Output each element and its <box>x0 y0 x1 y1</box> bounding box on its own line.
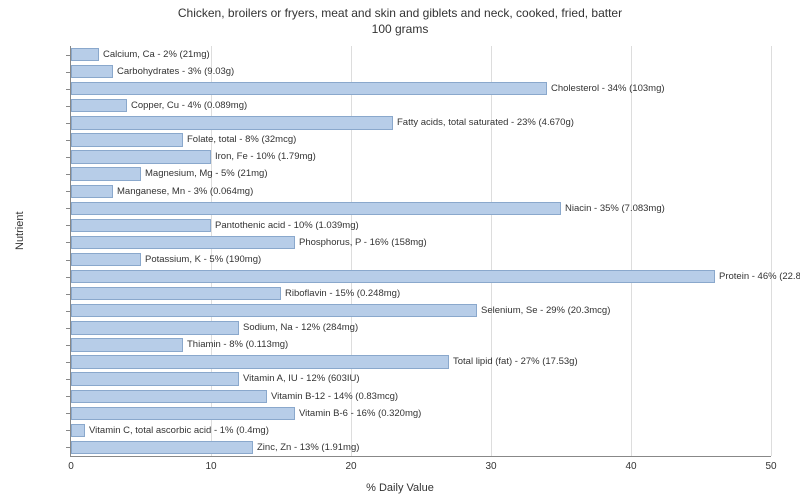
bar <box>71 236 295 249</box>
bar-label: Phosphorus, P - 16% (158mg) <box>295 236 427 249</box>
bar-label: Calcium, Ca - 2% (21mg) <box>99 48 210 61</box>
x-tick-label: 30 <box>485 461 496 472</box>
bar-label: Protein - 46% (22.84g) <box>715 270 800 283</box>
bar-row: Copper, Cu - 4% (0.089mg) <box>71 99 771 112</box>
bar <box>71 48 99 61</box>
bar-row: Cholesterol - 34% (103mg) <box>71 82 771 95</box>
bar-label: Vitamin C, total ascorbic acid - 1% (0.4… <box>85 424 269 437</box>
bar-row: Fatty acids, total saturated - 23% (4.67… <box>71 116 771 129</box>
bar-row: Selenium, Se - 29% (20.3mcg) <box>71 304 771 317</box>
x-tick-label: 40 <box>625 461 636 472</box>
bar <box>71 82 547 95</box>
bar-label: Copper, Cu - 4% (0.089mg) <box>127 99 247 112</box>
x-tick-label: 20 <box>345 461 356 472</box>
bar-label: Selenium, Se - 29% (20.3mcg) <box>477 304 610 317</box>
bar <box>71 407 295 420</box>
bar-row: Vitamin B-12 - 14% (0.83mcg) <box>71 390 771 403</box>
bar <box>71 167 141 180</box>
bar <box>71 270 715 283</box>
bar-row: Iron, Fe - 10% (1.79mg) <box>71 150 771 163</box>
bar-label: Magnesium, Mg - 5% (21mg) <box>141 167 267 180</box>
bar-row: Riboflavin - 15% (0.248mg) <box>71 287 771 300</box>
bar <box>71 99 127 112</box>
title-line-2: 100 grams <box>372 22 429 36</box>
bar <box>71 202 561 215</box>
bar-row: Pantothenic acid - 10% (1.039mg) <box>71 219 771 232</box>
bar-row: Niacin - 35% (7.083mg) <box>71 202 771 215</box>
bar-label: Cholesterol - 34% (103mg) <box>547 82 665 95</box>
bar-row: Zinc, Zn - 13% (1.91mg) <box>71 441 771 454</box>
bar-label: Vitamin A, IU - 12% (603IU) <box>239 372 360 385</box>
bar-label: Pantothenic acid - 10% (1.039mg) <box>211 219 359 232</box>
bar-label: Vitamin B-12 - 14% (0.83mcg) <box>267 390 398 403</box>
bar-row: Magnesium, Mg - 5% (21mg) <box>71 167 771 180</box>
bar <box>71 116 393 129</box>
gridline <box>771 46 772 456</box>
bar <box>71 372 239 385</box>
bar-label: Vitamin B-6 - 16% (0.320mg) <box>295 407 421 420</box>
bar-row: Carbohydrates - 3% (9.03g) <box>71 65 771 78</box>
bar-label: Potassium, K - 5% (190mg) <box>141 253 261 266</box>
plot-area: 01020304050Calcium, Ca - 2% (21mg)Carboh… <box>70 46 771 457</box>
bar-row: Sodium, Na - 12% (284mg) <box>71 321 771 334</box>
bar-row: Phosphorus, P - 16% (158mg) <box>71 236 771 249</box>
bar-label: Manganese, Mn - 3% (0.064mg) <box>113 185 253 198</box>
bar <box>71 150 211 163</box>
bar <box>71 304 477 317</box>
bar-label: Fatty acids, total saturated - 23% (4.67… <box>393 116 574 129</box>
x-axis-label: % Daily Value <box>0 482 800 494</box>
bar <box>71 133 183 146</box>
bar <box>71 321 239 334</box>
bar <box>71 185 113 198</box>
bar-row: Total lipid (fat) - 27% (17.53g) <box>71 355 771 368</box>
bar-row: Folate, total - 8% (32mcg) <box>71 133 771 146</box>
x-tick-label: 0 <box>68 461 74 472</box>
bar-label: Total lipid (fat) - 27% (17.53g) <box>449 355 578 368</box>
bar-label: Niacin - 35% (7.083mg) <box>561 202 665 215</box>
x-tick-label: 50 <box>765 461 776 472</box>
bar-row: Manganese, Mn - 3% (0.064mg) <box>71 185 771 198</box>
x-tick-label: 10 <box>205 461 216 472</box>
bar-label: Zinc, Zn - 13% (1.91mg) <box>253 441 359 454</box>
bar-row: Protein - 46% (22.84g) <box>71 270 771 283</box>
bar-label: Folate, total - 8% (32mcg) <box>183 133 296 146</box>
bar-label: Carbohydrates - 3% (9.03g) <box>113 65 234 78</box>
bar-label: Sodium, Na - 12% (284mg) <box>239 321 358 334</box>
bar <box>71 287 281 300</box>
bar-row: Vitamin A, IU - 12% (603IU) <box>71 372 771 385</box>
bar-label: Riboflavin - 15% (0.248mg) <box>281 287 400 300</box>
bar-row: Calcium, Ca - 2% (21mg) <box>71 48 771 61</box>
bar <box>71 65 113 78</box>
y-axis-label: Nutrient <box>14 211 26 250</box>
title-line-1: Chicken, broilers or fryers, meat and sk… <box>178 6 622 20</box>
bar-row: Thiamin - 8% (0.113mg) <box>71 338 771 351</box>
bar <box>71 390 267 403</box>
bar <box>71 441 253 454</box>
bar <box>71 253 141 266</box>
chart-title: Chicken, broilers or fryers, meat and sk… <box>0 0 800 37</box>
nutrient-chart: Chicken, broilers or fryers, meat and sk… <box>0 0 800 500</box>
bar-row: Vitamin C, total ascorbic acid - 1% (0.4… <box>71 424 771 437</box>
bar-row: Potassium, K - 5% (190mg) <box>71 253 771 266</box>
bar-label: Iron, Fe - 10% (1.79mg) <box>211 150 316 163</box>
bar <box>71 424 85 437</box>
bar <box>71 355 449 368</box>
bar <box>71 219 211 232</box>
bar-label: Thiamin - 8% (0.113mg) <box>183 338 288 351</box>
bar <box>71 338 183 351</box>
bar-row: Vitamin B-6 - 16% (0.320mg) <box>71 407 771 420</box>
